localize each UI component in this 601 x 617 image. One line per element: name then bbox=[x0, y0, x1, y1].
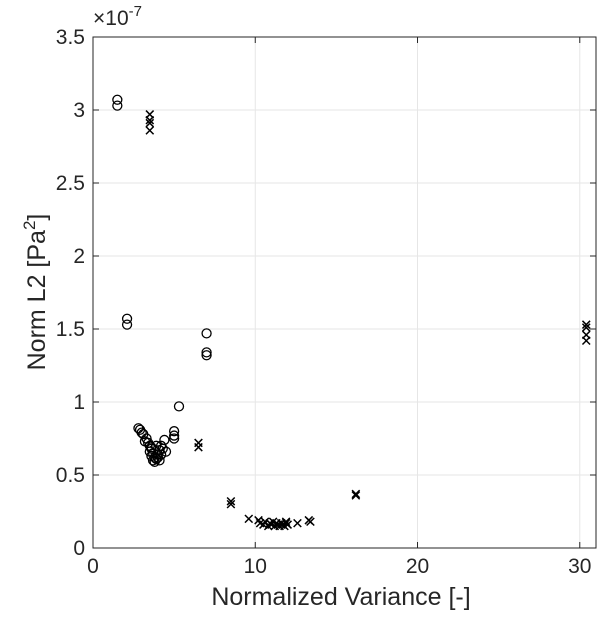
circle-marker bbox=[112, 100, 123, 111]
x-marker bbox=[581, 336, 591, 346]
circle-marker bbox=[168, 433, 180, 444]
y-tick-label: 2 bbox=[73, 245, 85, 268]
y-exponent-prefix: ×10 bbox=[93, 7, 129, 30]
x-tick-label: 0 bbox=[87, 555, 99, 578]
y-tick-label: 0.5 bbox=[56, 464, 85, 487]
circle-marker bbox=[121, 319, 133, 330]
y-tick-label: 1.5 bbox=[56, 318, 85, 341]
x-axis-label: Normalized Variance [-] bbox=[211, 583, 470, 611]
x-marker bbox=[260, 517, 270, 527]
x-marker bbox=[268, 517, 278, 527]
circle-marker bbox=[168, 426, 180, 437]
circle-marker bbox=[173, 401, 185, 412]
circle-marker bbox=[155, 449, 167, 460]
circle-marker bbox=[121, 313, 133, 324]
circle-marker bbox=[168, 430, 180, 441]
x-marker bbox=[281, 517, 291, 527]
data-markers bbox=[112, 94, 591, 531]
circle-marker bbox=[151, 440, 162, 451]
y-axis-label-end: ] bbox=[23, 214, 51, 221]
circle-marker bbox=[201, 350, 212, 361]
y-tick-label: 0 bbox=[73, 537, 85, 560]
y-axis-label: Norm L2 [Pa2] bbox=[20, 214, 51, 371]
x-marker bbox=[194, 442, 203, 452]
y-tick-label: 1 bbox=[73, 391, 85, 414]
y-axis-label-superscript: 2 bbox=[20, 221, 39, 230]
x-marker bbox=[145, 118, 155, 128]
x-marker bbox=[351, 489, 361, 499]
x-marker bbox=[581, 323, 591, 332]
x-tick-label: 20 bbox=[406, 555, 429, 578]
y-tick-label: 3 bbox=[73, 99, 85, 122]
x-marker bbox=[145, 126, 155, 135]
circle-marker bbox=[201, 347, 212, 358]
circle-marker bbox=[159, 434, 170, 446]
y-exponent-power: -7 bbox=[129, 3, 142, 20]
circle-marker bbox=[149, 456, 160, 468]
circle-marker bbox=[154, 455, 165, 466]
plot-area-frame bbox=[92, 36, 597, 549]
y-axis-exponent: ×10-7 bbox=[93, 3, 142, 30]
circle-marker bbox=[146, 442, 157, 453]
circle-marker bbox=[112, 94, 123, 105]
y-tick-label: 2.5 bbox=[56, 172, 85, 195]
x-marker bbox=[226, 496, 236, 506]
x-marker bbox=[306, 517, 315, 527]
x-marker bbox=[581, 320, 591, 329]
circle-marker bbox=[201, 328, 212, 339]
x-marker bbox=[145, 115, 155, 125]
y-axis-label-group: Norm L2 [Pa2] bbox=[20, 214, 51, 371]
x-marker bbox=[293, 518, 302, 528]
y-tick-label: 3.5 bbox=[56, 26, 85, 49]
x-marker bbox=[244, 514, 254, 524]
x-marker bbox=[351, 491, 361, 500]
x-tick-label: 30 bbox=[568, 555, 591, 578]
axis-ticks: 0 10 20 30 0 0.5 1 1.5 2 2.5 3 3.5 bbox=[56, 26, 596, 578]
x-marker bbox=[226, 499, 236, 509]
x-tick-label: 10 bbox=[244, 555, 267, 578]
y-axis-label-main: Norm L2 [Pa bbox=[23, 230, 51, 370]
